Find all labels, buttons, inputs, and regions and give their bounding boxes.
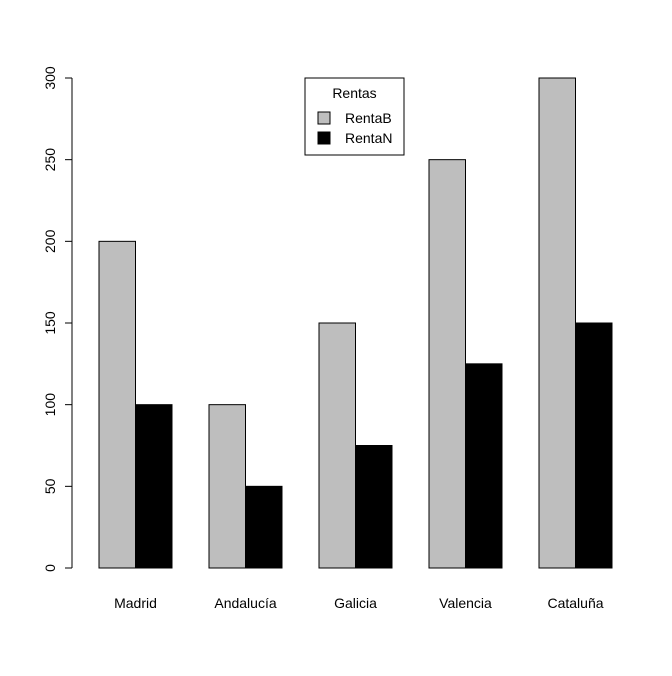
legend-title: Rentas [332,85,376,101]
bar-rentab-2 [318,322,356,569]
bar-rentab-4 [538,77,576,569]
legend-swatch-rentan [317,131,331,145]
x-category-label: Valencia [439,595,492,611]
legend-swatch-rentab [317,111,331,125]
x-axis-labels: Madrid Andalucía Galicia Valencia Cataluña [114,595,604,611]
bar-rentab-1 [208,404,246,569]
x-category-label: Cataluña [547,595,603,611]
y-axis: 0 50 100 150 200 250 300 [42,66,73,572]
y-tick-label: 250 [42,148,58,172]
y-tick-label: 0 [42,564,58,572]
bar-rentab-3 [428,159,466,569]
x-category-label: Madrid [114,595,157,611]
bars [98,77,613,569]
legend-label-rentab: RentaB [345,110,392,126]
bar-rentan-0 [135,404,173,569]
y-tick-label: 150 [42,311,58,335]
bar-rentab-0 [98,240,136,569]
bar-rentan-3 [465,363,503,569]
x-category-label: Galicia [334,595,377,611]
legend-entries: RentaB RentaN [317,110,392,146]
legend-label-rentan: RentaN [345,130,392,146]
legend: Rentas RentaB RentaN [304,77,405,156]
x-category-label: Andalucía [214,595,276,611]
y-tick-label: 50 [42,478,58,494]
y-tick-label: 200 [42,229,58,253]
bar-rentan-2 [355,445,393,569]
y-tick-label: 300 [42,66,58,90]
y-tick-label: 100 [42,393,58,417]
bar-rentan-4 [575,322,613,569]
bar-rentan-1 [245,485,283,569]
